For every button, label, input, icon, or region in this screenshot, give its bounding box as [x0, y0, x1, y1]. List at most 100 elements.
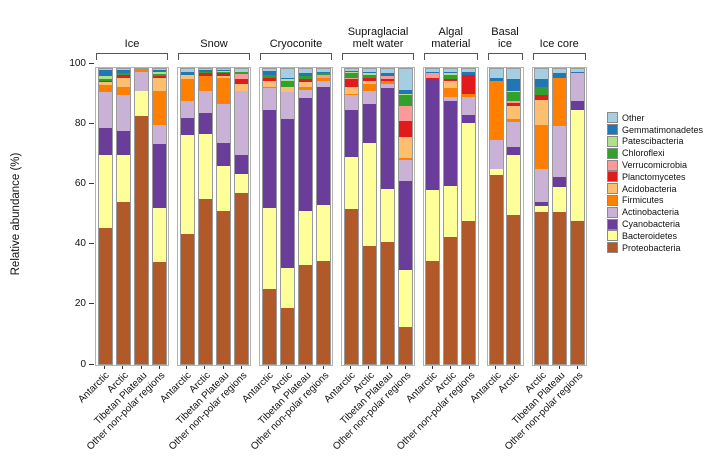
- stacked-bar-snow-arctic: [197, 67, 213, 366]
- segment-chloroflexi: [534, 86, 548, 96]
- segment-proteobacteria: [234, 192, 248, 365]
- segment-chloroflexi: [234, 71, 248, 74]
- segment-actinobacteria: [489, 139, 503, 170]
- spacer: [259, 60, 333, 67]
- x-tick-mark: [577, 366, 579, 370]
- legend-label: Proteobacteria: [622, 242, 681, 253]
- stacked-bar-cryoconite-antarctic: [261, 67, 277, 366]
- segment-gemmatimonadetes: [507, 79, 521, 91]
- group-label: Snow: [200, 37, 228, 50]
- segment-acidobacteria: [298, 82, 312, 88]
- segment-cyanobacteria: [462, 114, 476, 124]
- facet-group: Snow Antarctic Arctic Tibetan Plateau Other …: [159, 12, 251, 462]
- segment-other: [444, 68, 458, 72]
- segment-other: [316, 68, 330, 72]
- stacked-bar-cryoconite-arctic: [279, 67, 295, 366]
- y-tick-mark: [89, 363, 94, 365]
- segment-cyanobacteria: [344, 110, 358, 158]
- legend-item: Acidobacteria: [607, 183, 703, 195]
- segment-actinobacteria: [344, 95, 358, 111]
- segment-gemmatimonadetes: [152, 70, 166, 72]
- segment-other: [570, 68, 584, 72]
- legend-swatch-cyanobacteria: [607, 218, 618, 230]
- legend-item: Verrucomicrobia: [607, 159, 703, 171]
- segment-acidobacteria: [152, 77, 166, 91]
- segment-proteobacteria: [462, 221, 476, 365]
- segment-planctomycetes: [444, 79, 458, 81]
- segment-cyanobacteria: [380, 88, 394, 189]
- segment-actinobacteria: [398, 160, 412, 182]
- segment-bacteroidetes: [344, 157, 358, 210]
- x-tick-mark: [431, 366, 433, 370]
- segment-bacteroidetes: [298, 210, 312, 266]
- segment-proteobacteria: [262, 289, 276, 365]
- legend-label: Bacteroidetes: [622, 230, 678, 241]
- x-tick-mark: [103, 366, 105, 370]
- facet-group: Supraglacial melt water Antarctic Arctic Ti…: [323, 12, 415, 462]
- facet-group: Cryoconite Antarctic Arctic Tibetan Plateau…: [241, 12, 333, 462]
- segment-firmicutes: [298, 87, 312, 91]
- segment-actinobacteria: [262, 88, 276, 111]
- segment-gemmatimonadetes: [380, 73, 394, 77]
- segment-chloroflexi: [344, 73, 358, 78]
- legend-label: Actinobacteria: [622, 207, 680, 218]
- segment-proteobacteria: [362, 246, 376, 365]
- stacked-bar-cryoconite-other-non-polar-regions: [315, 67, 331, 366]
- segment-other: [98, 68, 112, 71]
- panel: [486, 66, 524, 367]
- segment-other: [507, 68, 521, 80]
- segment-actinobacteria: [298, 90, 312, 99]
- segment-verrucomicrobia: [344, 77, 358, 80]
- y-tick-label: 20: [74, 298, 86, 310]
- segment-chloroflexi: [98, 78, 112, 81]
- segment-actinobacteria: [316, 80, 330, 87]
- spacer: [487, 60, 524, 67]
- segment-gemmatimonadetes: [344, 70, 358, 73]
- y-axis-title: Relative abundance (%): [10, 152, 22, 276]
- segment-acidobacteria: [216, 76, 230, 78]
- segment-verrucomicrobia: [426, 73, 440, 78]
- x-tick-mark: [122, 366, 124, 370]
- stacked-bar-ice-other-non-polar-regions: [151, 67, 167, 366]
- segment-bacteroidetes: [534, 206, 548, 213]
- segment-chloroflexi: [198, 71, 212, 74]
- segment-actinobacteria: [462, 96, 476, 115]
- segment-planctomycetes: [262, 78, 276, 81]
- x-tick-mark: [204, 366, 206, 370]
- segment-bacteroidetes: [234, 173, 248, 193]
- segment-other: [552, 68, 566, 74]
- segment-bacteroidetes: [570, 110, 584, 222]
- x-tick-mark: [368, 366, 370, 370]
- segment-other: [534, 68, 548, 80]
- group-label: Basal ice: [491, 25, 519, 50]
- segment-cyanobacteria: [362, 104, 376, 143]
- group-bracket: [260, 52, 332, 60]
- y-tick-mark: [89, 243, 94, 245]
- segment-acidobacteria: [507, 105, 521, 120]
- segment-actinobacteria: [98, 92, 112, 128]
- segment-gemmatimonadetes: [316, 71, 330, 74]
- segment-firmicutes: [216, 77, 230, 105]
- segment-acidobacteria: [98, 82, 112, 86]
- x-tick-mark: [267, 366, 269, 370]
- segment-actinobacteria: [134, 71, 148, 91]
- group-label: Ice: [124, 37, 140, 50]
- segment-other: [198, 68, 212, 71]
- legend-label: Planctomycetes: [622, 171, 686, 182]
- segment-actinobacteria: [198, 90, 212, 114]
- segment-gemmatimonadetes: [444, 71, 458, 74]
- group-bracket: [487, 52, 523, 60]
- segment-planctomycetes: [462, 74, 476, 94]
- segment-planctomycetes: [507, 102, 521, 106]
- segment-gemmatimonadetes: [216, 69, 230, 71]
- segment-gemmatimonadetes: [98, 70, 112, 77]
- segment-actinobacteria: [570, 73, 584, 102]
- stacked-bar-supraglacial-melt-water-antarctic: [343, 67, 359, 366]
- panel: [341, 66, 415, 367]
- x-axis-labels: Antarctic Arctic Tibetan Plateau Other non-…: [77, 366, 169, 462]
- segment-firmicutes: [198, 76, 212, 91]
- segment-firmicutes: [462, 93, 476, 97]
- x-tick-mark: [323, 366, 325, 370]
- x-tick-mark: [140, 366, 142, 370]
- segment-gemmatimonadetes: [570, 71, 584, 74]
